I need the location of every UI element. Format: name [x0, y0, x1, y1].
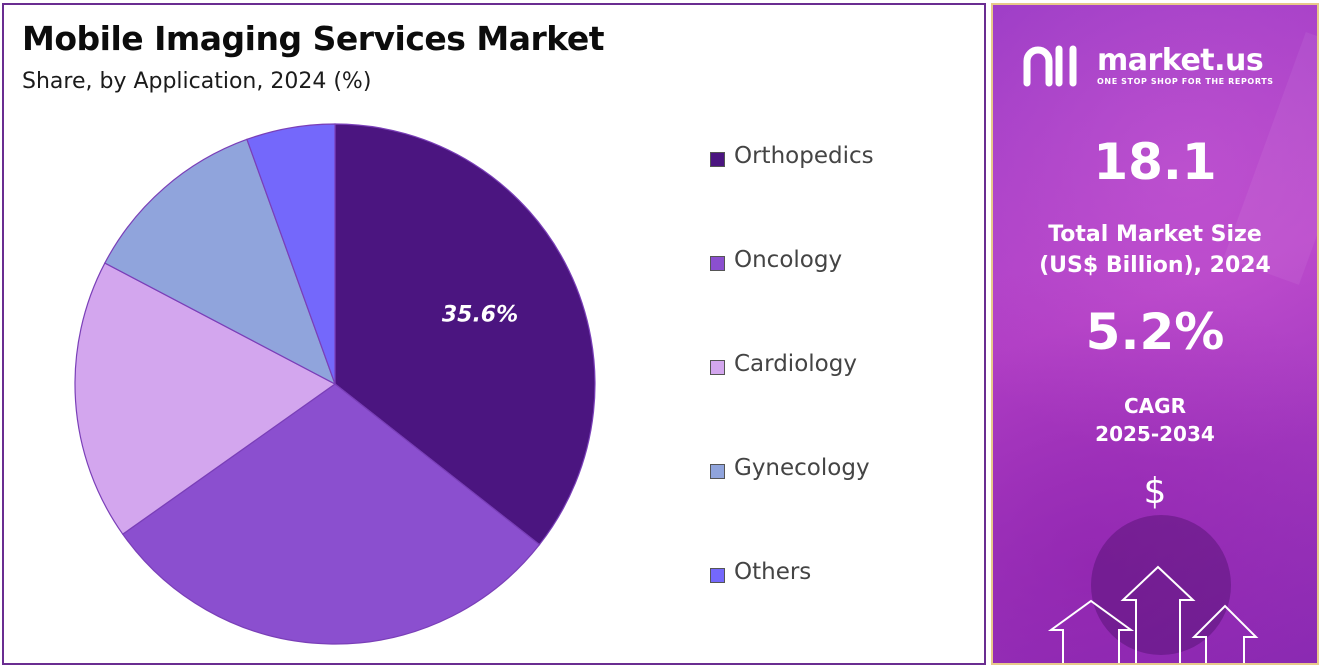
chart-subtitle: Share, by Application, 2024 (%)	[22, 69, 372, 94]
dollar-icon: $	[1143, 471, 1167, 512]
pie-slice-cardiology	[74, 262, 337, 536]
market-size-label-line2: (US$ Billion), 2024	[1039, 253, 1271, 278]
brand-tagline: ONE STOP SHOP FOR THE REPORTS	[1097, 76, 1274, 86]
legend-item-others: Others	[710, 559, 874, 663]
pie-slice-gynecology	[104, 138, 337, 386]
pie-chart: 35.6%	[74, 123, 596, 645]
market-size-label-line1: Total Market Size	[1048, 222, 1262, 247]
pie-slice-orthopedics	[334, 123, 596, 546]
pie-slice-oncology	[121, 383, 541, 645]
background-decoration	[1047, 31, 1317, 663]
legend-item-orthopedics: Orthopedics	[710, 143, 874, 247]
brand-name: market.us	[1097, 42, 1264, 78]
legend-swatch-gynecology	[710, 464, 725, 479]
summary-panel: market.us ONE STOP SHOP FOR THE REPORTS …	[991, 3, 1319, 665]
growth-arrows-icon	[1047, 565, 1259, 663]
cagr-value: 5.2%	[1085, 303, 1225, 361]
pie-slice-others	[246, 123, 336, 385]
cagr-period: 2025-2034	[1095, 422, 1215, 446]
chart-title: Mobile Imaging Services Market	[22, 19, 605, 58]
legend-item-oncology: Oncology	[710, 247, 874, 351]
legend-item-cardiology: Cardiology	[710, 351, 874, 455]
legend-swatch-orthopedics	[710, 152, 725, 167]
legend-label-oncology: Oncology	[734, 247, 843, 273]
legend-swatch-oncology	[710, 256, 725, 271]
data-label-orthopedics: 35.6%	[442, 303, 518, 328]
market-size-value: 18.1	[1093, 133, 1217, 191]
legend-label-cardiology: Cardiology	[734, 351, 857, 377]
legend-swatch-others	[710, 568, 725, 583]
market-us-logo-icon	[1023, 45, 1077, 87]
legend-swatch-cardiology	[710, 360, 725, 375]
cagr-label: CAGR	[1124, 394, 1186, 418]
legend-label-gynecology: Gynecology	[734, 455, 870, 481]
legend-item-gynecology: Gynecology	[710, 455, 874, 559]
legend-label-orthopedics: Orthopedics	[734, 143, 874, 169]
chart-panel: Mobile Imaging Services Market Share, by…	[2, 3, 986, 665]
brand-logo: market.us ONE STOP SHOP FOR THE REPORTS	[1023, 43, 1274, 87]
chart-legend: Orthopedics Oncology Cardiology Gynecology O…	[710, 143, 874, 663]
legend-label-others: Others	[734, 559, 812, 585]
